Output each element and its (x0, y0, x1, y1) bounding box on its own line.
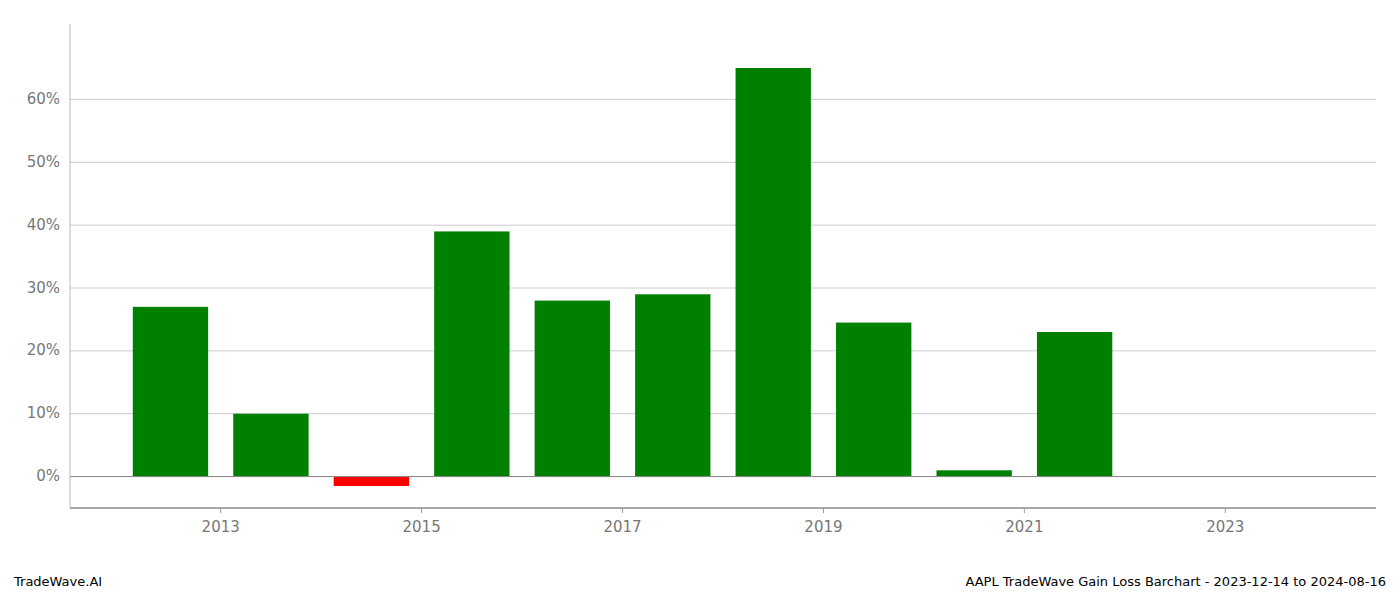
grid-line (70, 162, 1376, 163)
footer-left: TradeWave.AI (13, 574, 102, 589)
chart: 0% 10% 20% 30% 40% 50% 60% 2013 2015 2017 2019 2021… (0, 0, 1400, 600)
x-tick (622, 508, 623, 513)
bar (936, 470, 1011, 476)
footer-right: AAPL TradeWave Gain Loss Barchart - 2023… (965, 574, 1386, 589)
y-axis-line (70, 24, 71, 508)
grid (70, 99, 1376, 476)
x-tick-label: 2015 (403, 518, 441, 536)
grid-line (70, 99, 1376, 100)
bar (334, 477, 409, 486)
x-tick (421, 508, 422, 513)
bar (635, 294, 710, 476)
grid-line (70, 288, 1376, 289)
y-tick-label: 50% (27, 153, 60, 171)
background (0, 0, 1400, 600)
grid-line (70, 350, 1376, 351)
y-tick-label: 0% (36, 467, 60, 485)
bar (836, 323, 911, 477)
y-tick-label: 20% (27, 341, 60, 359)
y-tick-label: 60% (27, 90, 60, 108)
grid-line (70, 225, 1376, 226)
x-tick-label: 2019 (804, 518, 842, 536)
bar (434, 231, 509, 476)
bar (233, 414, 308, 477)
x-axis-line (70, 507, 1376, 509)
x-tick (823, 508, 824, 513)
x-tick-label: 2013 (202, 518, 240, 536)
zero-line (70, 476, 1376, 477)
x-tick-label: 2021 (1005, 518, 1043, 536)
x-tick (220, 508, 221, 513)
x-tick-label: 2023 (1206, 518, 1244, 536)
x-tick (1225, 508, 1226, 513)
bar (133, 307, 208, 477)
bars (133, 68, 1113, 486)
y-tick-label: 10% (27, 404, 60, 422)
bar (736, 68, 811, 477)
bar (1037, 332, 1112, 477)
x-tick-label: 2017 (603, 518, 641, 536)
x-tick (1024, 508, 1025, 513)
y-tick-label: 30% (27, 279, 60, 297)
bar (535, 301, 610, 477)
grid-line (70, 476, 1376, 477)
y-tick-label: 40% (27, 216, 60, 234)
